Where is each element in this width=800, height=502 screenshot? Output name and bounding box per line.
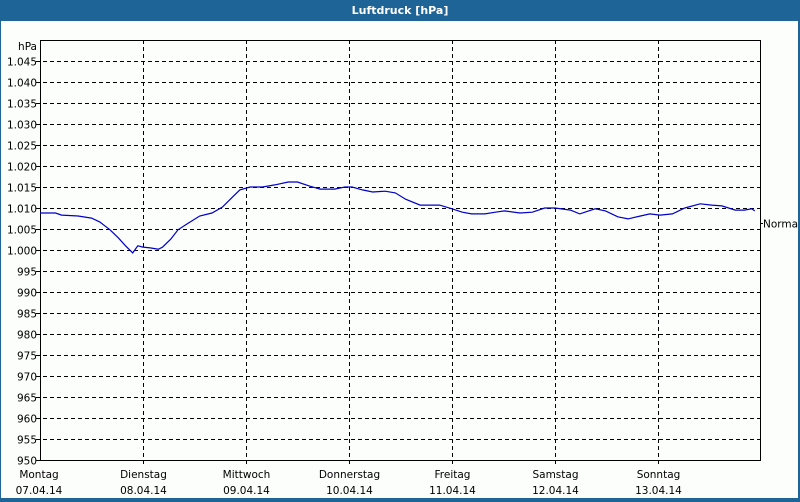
x-tick-day: Freitag — [435, 469, 471, 481]
x-tick-day: Donnerstag — [319, 469, 380, 481]
x-tick-day: Montag — [19, 469, 58, 481]
y-tick-label: 1.025 — [7, 141, 37, 153]
x-tick-date: 07.04.14 — [16, 485, 63, 497]
grid-lines — [36, 40, 760, 465]
x-tick-day: Samstag — [532, 469, 578, 481]
y-tick-label: 975 — [17, 351, 37, 363]
y-tick-label: 1.005 — [7, 225, 37, 237]
plot-frame — [40, 40, 761, 461]
chart-title-bar: Luftdruck [hPa] — [0, 0, 800, 21]
y-tick-label: 1.040 — [7, 78, 37, 90]
y-tick-label: 1.035 — [7, 99, 37, 111]
pressure-line-chart: 950 955 960 965 970 975 980 985 990 995 1.000 1.005… — [7, 40, 800, 497]
y-tick-label: 985 — [17, 309, 37, 321]
y-axis-unit-label: hPa — [18, 41, 37, 53]
y-tick-label: 1.010 — [7, 204, 37, 216]
y-tick-label: 950 — [17, 456, 37, 468]
normal-annotation: Normal — [760, 219, 800, 231]
chart-canvas: 950 955 960 965 970 975 980 985 990 995 1.000 1.005… — [1, 21, 800, 498]
normal-label: Normal — [763, 219, 798, 231]
x-tick-date: 08.04.14 — [120, 485, 167, 497]
y-tick-label: 970 — [17, 372, 37, 384]
chart-title: Luftdruck [hPa] — [351, 4, 449, 17]
x-tick-day: Sonntag — [637, 469, 681, 481]
y-tick-label: 965 — [17, 393, 37, 405]
x-tick-date: 12.04.14 — [532, 485, 579, 497]
x-tick-day: Mittwoch — [223, 469, 271, 481]
y-axis-tick-labels: 950 955 960 965 970 975 980 985 990 995 1.000 1.005… — [7, 57, 37, 468]
y-tick-label: 960 — [17, 414, 37, 426]
y-tick-label: 1.015 — [7, 183, 37, 195]
y-tick-label: 980 — [17, 330, 37, 342]
y-tick-label: 955 — [17, 435, 37, 447]
x-tick-date: 09.04.14 — [223, 485, 270, 497]
x-tick-date: 11.04.14 — [429, 485, 476, 497]
pressure-series-line — [40, 181, 756, 254]
x-axis-tick-labels: Montag 07.04.14 Dienstag 08.04.14 Mittwoch 09… — [16, 469, 683, 497]
y-tick-label: 1.030 — [7, 120, 37, 132]
y-tick-label: 995 — [17, 267, 37, 279]
x-tick-date: 13.04.14 — [635, 485, 682, 497]
y-tick-label: 1.000 — [7, 246, 37, 258]
y-tick-label: 990 — [17, 288, 37, 300]
x-tick-day: Dienstag — [120, 469, 167, 481]
y-tick-label: 1.020 — [7, 162, 37, 174]
y-tick-label: 1.045 — [7, 57, 37, 69]
x-tick-date: 10.04.14 — [326, 485, 373, 497]
